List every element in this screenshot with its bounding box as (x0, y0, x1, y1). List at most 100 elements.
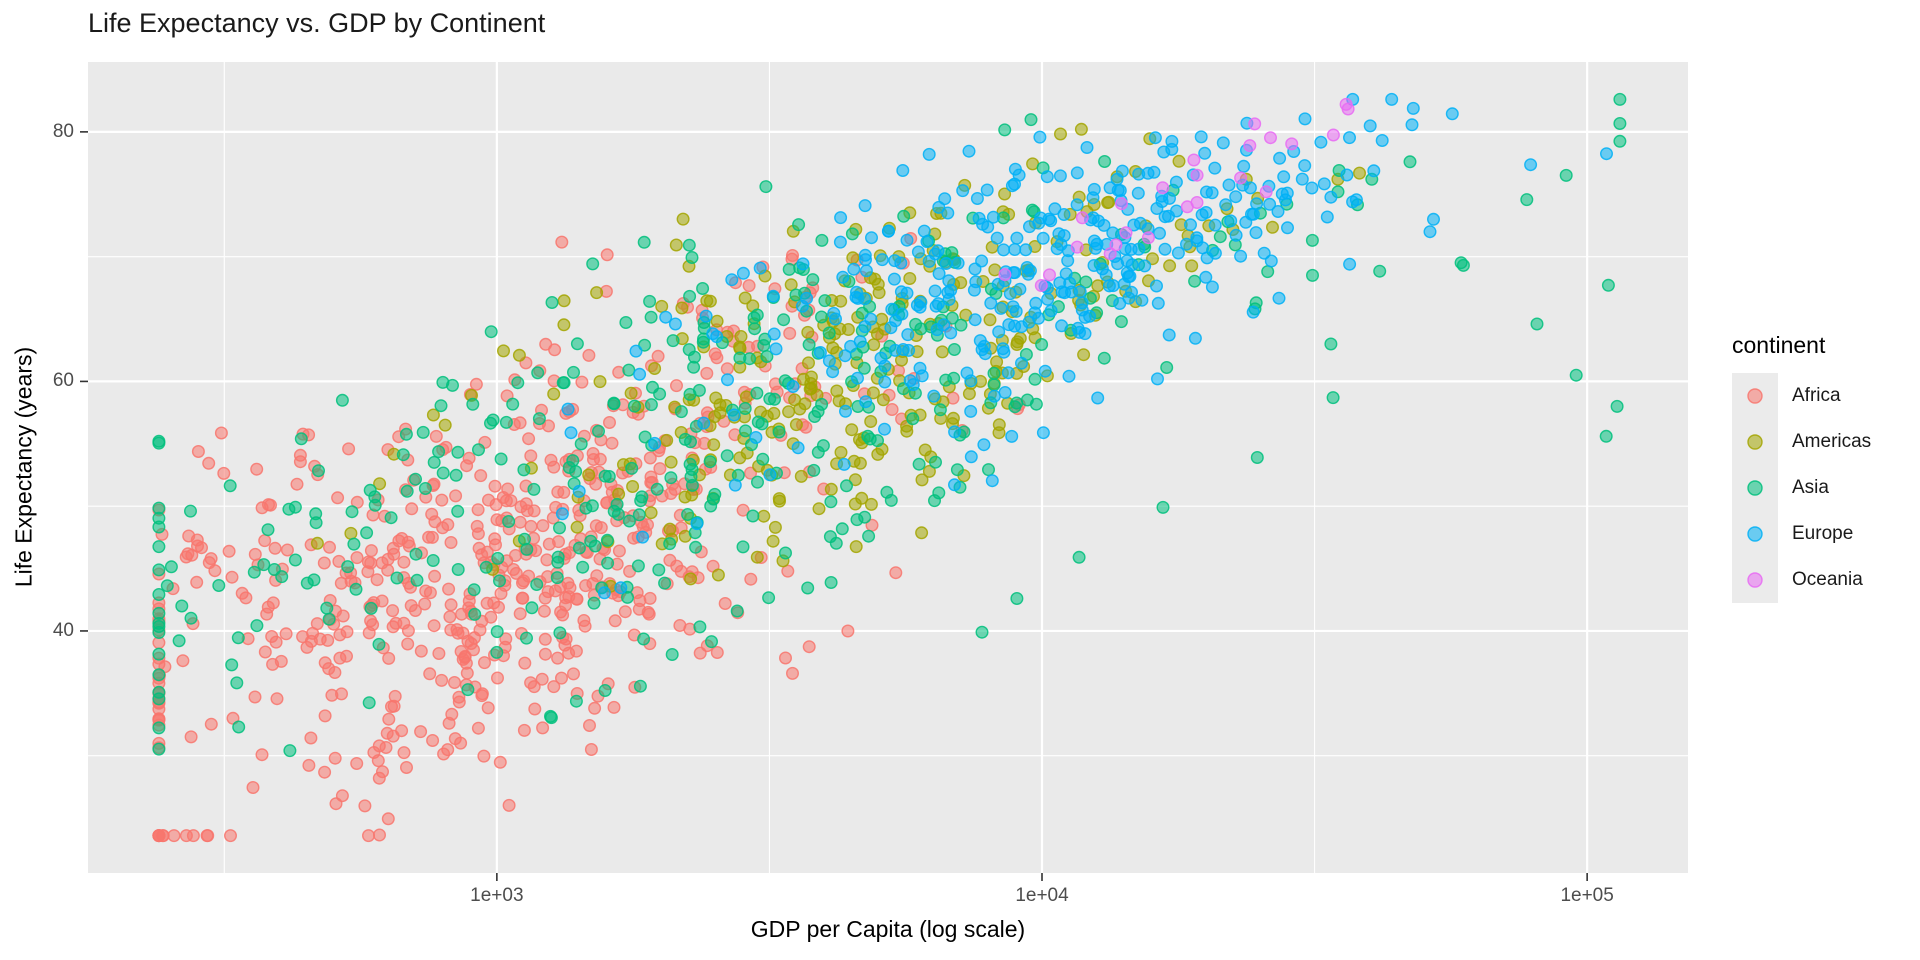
data-point (1010, 592, 1024, 606)
data-point (664, 455, 678, 469)
data-point (738, 402, 752, 416)
data-point (441, 743, 455, 757)
data-point (839, 404, 853, 418)
data-point (786, 666, 800, 680)
data-point (1152, 226, 1166, 240)
legend-label: Europe (1792, 523, 1854, 544)
data-point (914, 322, 928, 336)
data-point (851, 371, 865, 385)
data-point (859, 395, 873, 409)
data-point (1190, 168, 1204, 182)
data-point (427, 455, 441, 469)
data-point (520, 631, 534, 645)
data-point (928, 247, 942, 261)
data-point (998, 268, 1012, 282)
data-point (941, 206, 955, 220)
data-point (152, 434, 166, 448)
data-point (834, 294, 848, 308)
legend-key-swatch (1732, 511, 1778, 557)
data-point (1423, 225, 1437, 239)
data-point (880, 485, 894, 499)
data-point (1250, 197, 1264, 211)
data-point (948, 478, 962, 492)
data-point (608, 614, 622, 628)
data-point (901, 328, 915, 342)
data-point (512, 348, 526, 362)
data-point (395, 532, 409, 546)
data-point (395, 724, 409, 738)
data-point (864, 497, 878, 511)
data-point (1185, 259, 1199, 273)
data-point (885, 403, 899, 417)
data-point (746, 509, 760, 523)
data-point (261, 523, 275, 537)
data-point (331, 491, 345, 505)
data-point (865, 231, 879, 245)
data-point (808, 410, 822, 424)
data-point (373, 828, 387, 842)
data-point (762, 591, 776, 605)
legend-key-swatch (1732, 419, 1778, 465)
data-point (628, 399, 642, 413)
data-point (927, 389, 941, 403)
data-point (204, 717, 218, 731)
data-point (537, 604, 551, 618)
data-point (1101, 196, 1115, 210)
data-point (888, 343, 902, 357)
data-point (773, 494, 787, 508)
data-point (658, 576, 672, 590)
data-point (1352, 166, 1366, 180)
data-point (1042, 268, 1056, 282)
data-point (223, 829, 237, 843)
data-point (184, 730, 198, 744)
data-point (992, 325, 1006, 339)
legend-key-swatch (1732, 373, 1778, 419)
legend-point-icon (1747, 526, 1763, 542)
data-point (928, 284, 942, 298)
data-point (928, 494, 942, 508)
data-point (1530, 317, 1544, 331)
data-point (522, 432, 536, 446)
data-point (448, 676, 462, 690)
data-point (444, 536, 458, 550)
data-point (932, 267, 946, 281)
data-point (922, 147, 936, 161)
data-point (984, 296, 998, 310)
data-point (806, 273, 820, 287)
data-point (575, 375, 589, 389)
data-point (619, 316, 633, 330)
data-point (1009, 304, 1023, 318)
data-point (779, 651, 793, 665)
data-point (566, 454, 580, 468)
data-point (1064, 285, 1078, 299)
data-point (796, 257, 810, 271)
data-point (467, 583, 481, 597)
data-point (538, 632, 552, 646)
data-point (414, 725, 428, 739)
data-point (643, 591, 657, 605)
data-point (786, 380, 800, 394)
data-point (450, 623, 464, 637)
data-point (208, 564, 222, 578)
data-point (682, 238, 696, 252)
data-point (1102, 279, 1116, 293)
data-point (366, 618, 380, 632)
data-point (824, 576, 838, 590)
y-axis-title: Life Expectancy (years) (10, 346, 37, 588)
data-point (948, 425, 962, 439)
data-point (540, 553, 554, 567)
data-point (858, 510, 872, 524)
data-point (296, 630, 310, 644)
data-point (551, 651, 565, 665)
data-point (1213, 230, 1227, 244)
plot-panel (88, 62, 1688, 873)
data-point (322, 662, 336, 676)
data-point (1259, 185, 1273, 199)
data-point (982, 463, 996, 477)
data-point (1559, 168, 1573, 182)
data-point (603, 416, 617, 430)
data-point (1029, 397, 1043, 411)
data-point (283, 744, 297, 758)
data-point (484, 416, 498, 430)
data-point (998, 187, 1012, 201)
